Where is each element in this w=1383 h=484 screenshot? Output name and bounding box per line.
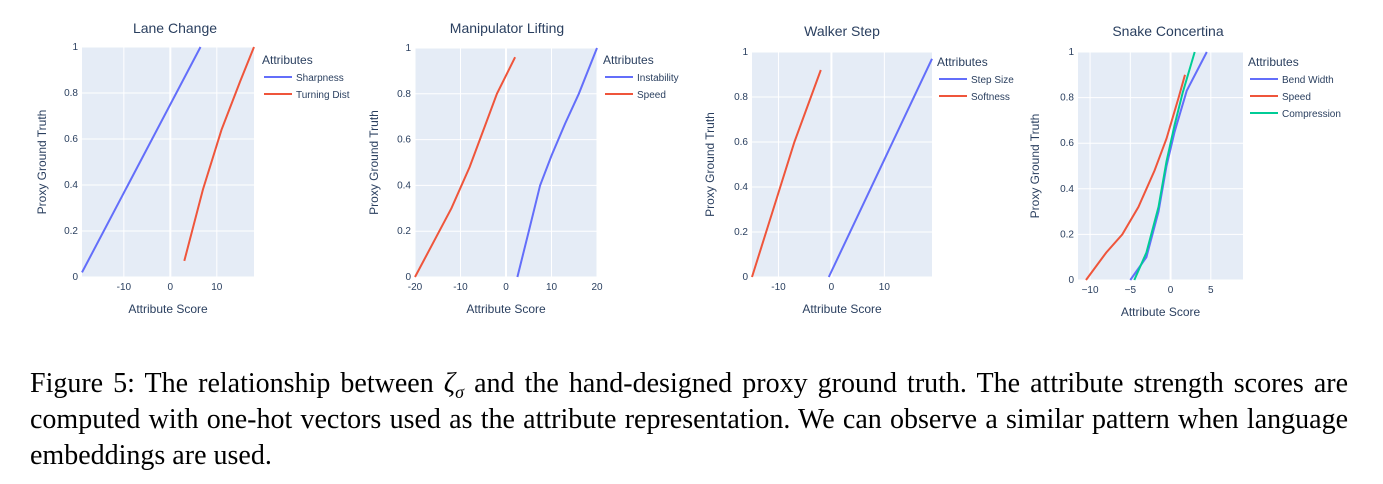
caption-suffix: and the hand-designed proxy ground truth… bbox=[30, 368, 1348, 471]
chart4-y-axis-label: Proxy Ground Truth bbox=[1028, 114, 1042, 219]
chart4-x-tick-label: −5 bbox=[1125, 285, 1137, 296]
chart1-x-axis-label: Attribute Score bbox=[128, 302, 208, 316]
chart1-legend-item: Turning Dist bbox=[296, 90, 350, 101]
figure-caption: Figure 5: The relationship between ζσ an… bbox=[30, 366, 1348, 474]
chart1-y-tick-label: 0.2 bbox=[64, 226, 78, 237]
chart3-y-tick-label: 0.2 bbox=[734, 227, 748, 238]
chart1-y-tick-label: 0.8 bbox=[64, 88, 78, 99]
chart2-x-tick-label: -20 bbox=[408, 282, 423, 293]
chart2-y-tick-label: 0.6 bbox=[397, 135, 411, 146]
chart3-series-line-2 bbox=[751, 69, 822, 278]
chart2-y-axis-label: Proxy Ground Truth bbox=[367, 110, 381, 215]
chart1-y-tick-label: 1 bbox=[72, 42, 78, 53]
chart2-legend-item: Instability bbox=[637, 73, 679, 84]
chart4-x-axis-label: Attribute Score bbox=[1121, 305, 1201, 319]
chart4-plot-area bbox=[1078, 52, 1243, 280]
chart3-x-tick-label: 0 bbox=[829, 282, 835, 293]
chart4-series-line-3 bbox=[1133, 51, 1196, 281]
chart3-x-tick-label: -10 bbox=[771, 282, 786, 293]
chart2-y-tick-label: 0.8 bbox=[397, 89, 411, 100]
chart1-y-tick-label: 0.4 bbox=[64, 180, 78, 191]
chart1-series-line-1 bbox=[81, 46, 202, 273]
chart3-series-line-1 bbox=[827, 58, 933, 278]
chart2-legend-title: Attributes bbox=[603, 53, 654, 67]
chart4-y-tick-label: 0.6 bbox=[1060, 138, 1074, 149]
chart3-y-axis-label: Proxy Ground Truth bbox=[703, 112, 717, 217]
chart4-y-tick-label: 0 bbox=[1068, 275, 1074, 286]
chart4-y-tick-label: 0.4 bbox=[1060, 184, 1074, 195]
caption-prefix: Figure 5: The relationship between bbox=[30, 368, 444, 399]
chart3-plot-area bbox=[752, 52, 932, 277]
chart3-title: Walker Step bbox=[804, 23, 880, 39]
chart4-series-line-2 bbox=[1085, 74, 1186, 281]
chart3-x-tick-label: 10 bbox=[879, 282, 891, 293]
chart4-legend-title: Attributes bbox=[1248, 55, 1299, 69]
chart3-y-tick-label: 0.6 bbox=[734, 137, 748, 148]
chart1-y-tick-label: 0 bbox=[72, 272, 78, 283]
chart4-y-tick-label: 0.2 bbox=[1060, 229, 1074, 240]
chart1-series-line-2 bbox=[183, 46, 255, 262]
chart2-y-tick-label: 0.2 bbox=[397, 226, 411, 237]
chart2-title: Manipulator Lifting bbox=[450, 20, 564, 36]
chart3-x-axis-label: Attribute Score bbox=[802, 302, 882, 316]
chart3-legend-item: Step Size bbox=[971, 75, 1014, 86]
caption-subscript: σ bbox=[455, 382, 465, 402]
chart2-x-tick-label: 0 bbox=[503, 282, 509, 293]
chart1-plot-area bbox=[82, 47, 254, 277]
chart3-y-tick-label: 1 bbox=[742, 47, 748, 58]
chart4-legend-item: Compression bbox=[1282, 109, 1341, 120]
chart4-x-tick-label: 5 bbox=[1208, 285, 1214, 296]
chart2-y-tick-label: 0.4 bbox=[397, 180, 411, 191]
caption-symbol: ζ bbox=[443, 368, 456, 399]
chart1-legend-item: Sharpness bbox=[296, 73, 344, 84]
chart4-legend-item: Bend Width bbox=[1282, 75, 1334, 86]
chart2-legend-item: Speed bbox=[637, 90, 666, 101]
chart1-title: Lane Change bbox=[133, 20, 217, 36]
chart3-y-tick-label: 0 bbox=[742, 272, 748, 283]
chart4-x-tick-label: 0 bbox=[1168, 285, 1174, 296]
chart1-x-tick-label: -10 bbox=[117, 282, 132, 293]
chart3-y-tick-label: 0.8 bbox=[734, 92, 748, 103]
chart2-x-tick-label: -10 bbox=[453, 282, 468, 293]
chart1-y-axis-label: Proxy Ground Truth bbox=[35, 110, 49, 215]
chart4-y-tick-label: 1 bbox=[1068, 47, 1074, 58]
chart2-series-line-2 bbox=[414, 56, 516, 278]
chart2-x-axis-label: Attribute Score bbox=[466, 302, 546, 316]
chart4-legend-item: Speed bbox=[1282, 92, 1311, 103]
chart4-y-tick-label: 0.8 bbox=[1060, 93, 1074, 104]
chart4-x-tick-label: −10 bbox=[1082, 285, 1099, 296]
chart3-legend-title: Attributes bbox=[937, 55, 988, 69]
chart2-y-tick-label: 1 bbox=[405, 43, 411, 54]
chart4-title: Snake Concertina bbox=[1112, 23, 1224, 39]
chart1-legend-title: Attributes bbox=[262, 53, 313, 67]
chart3-y-tick-label: 0.4 bbox=[734, 182, 748, 193]
chart2-series-line-1 bbox=[516, 47, 598, 278]
chart1-x-tick-label: 10 bbox=[211, 282, 223, 293]
chart2-y-tick-label: 0 bbox=[405, 272, 411, 283]
chart1-y-tick-label: 0.6 bbox=[64, 134, 78, 145]
chart2-x-tick-label: 10 bbox=[546, 282, 558, 293]
chart2-x-tick-label: 20 bbox=[591, 282, 603, 293]
chart3-legend-item: Softness bbox=[971, 92, 1010, 103]
chart1-x-tick-label: 0 bbox=[168, 282, 174, 293]
